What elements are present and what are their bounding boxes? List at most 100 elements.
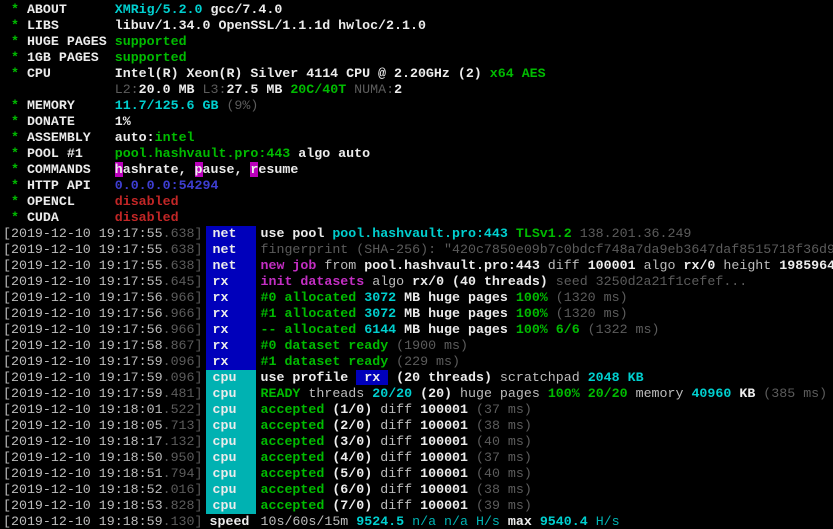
text-segment: (39 ms) <box>468 498 532 513</box>
opencl-line: * OPENCL disabled <box>3 194 833 210</box>
text-segment: [2019-12-10 19:17:59 <box>3 386 163 401</box>
text-segment: [2019-12-10 19:18:05 <box>3 418 163 433</box>
text-segment: .016] <box>162 482 203 497</box>
text-segment: (1320 ms) <box>547 290 628 305</box>
about-line: * ABOUT XMRig/5.2.0 gcc/7.4.0 <box>3 2 833 18</box>
text-segment: memory <box>627 386 692 401</box>
text-segment: libuv/1.34.0 OpenSSL/1.1.1d hwloc/2.1.0 <box>114 18 426 33</box>
log-use-pool: [2019-12-10 19:17:55.638] net use pool poo… <box>3 226 833 242</box>
text-segment: L2: <box>114 82 139 97</box>
text-segment: READY <box>260 386 301 401</box>
text-segment: accepted <box>260 466 325 481</box>
text-segment <box>3 82 115 97</box>
log-alloc-total: [2019-12-10 19:17:56.966] rx -- allocated … <box>3 322 833 338</box>
donate-line: * DONATE 1% <box>3 114 833 130</box>
text-segment: [2019-12-10 19:17:55 <box>3 258 163 273</box>
log-accepted-2: [2019-12-10 19:18:05.713] cpu accepted (2/… <box>3 418 833 434</box>
text-segment: #0 allocated <box>260 290 365 305</box>
text-segment: (9%) <box>226 98 259 113</box>
log-tag: cpu <box>205 482 256 498</box>
text-segment: diff <box>372 418 421 433</box>
text-segment: ABOUT <box>26 2 115 17</box>
text-segment: .638] <box>162 242 203 257</box>
log-accepted-6: [2019-12-10 19:18:52.016] cpu accepted (6/… <box>3 482 833 498</box>
text-segment: [2019-12-10 19:18:59 <box>3 514 163 529</box>
log-tag: cpu <box>205 418 256 434</box>
log-tag: cpu <box>205 434 256 450</box>
text-segment: * <box>3 162 27 177</box>
text-segment: fingerprint (SHA-256): "420c7850e09b7c0b… <box>260 242 833 257</box>
text-segment: [2019-12-10 19:17:55 <box>3 274 163 289</box>
text-segment: (40 ms) <box>468 434 532 449</box>
log-tag: rx <box>205 338 256 354</box>
text-segment: .132] <box>162 434 203 449</box>
text-segment: x64 AES <box>489 66 546 81</box>
log-tag: net <box>205 258 256 274</box>
text-segment: TLSv1.2 <box>515 226 580 241</box>
text-segment: disabled <box>114 210 179 225</box>
log-accepted-4: [2019-12-10 19:18:50.950] cpu accepted (4/… <box>3 450 833 466</box>
text-segment: XMRig/5.2.0 <box>114 2 203 17</box>
text-segment: accepted <box>260 450 325 465</box>
assembly-line: * ASSEMBLY auto:intel <box>3 130 833 146</box>
text-segment: diff <box>372 450 421 465</box>
text-segment: (2/0) <box>324 418 373 433</box>
text-segment: -- allocated <box>260 322 365 337</box>
text-segment: * <box>3 146 27 161</box>
huge-pages-line: * HUGE PAGES supported <box>3 34 833 50</box>
text-segment: .638] <box>162 258 203 273</box>
text-segment: accepted <box>260 498 325 513</box>
text-segment: (1900 ms) <box>388 338 468 353</box>
log-alloc-1: [2019-12-10 19:17:56.966] rx #1 allocated … <box>3 306 833 322</box>
log-tag: rx <box>205 354 256 370</box>
text-segment: OPENCL <box>26 194 115 209</box>
text-segment: [2019-12-10 19:17:59 <box>3 370 163 385</box>
text-segment: MB huge pages <box>404 290 516 305</box>
text-segment: pool.hashvault.pro:443 <box>332 226 516 241</box>
text-segment: use pool <box>260 226 333 241</box>
log-tag: cpu <box>205 498 256 514</box>
text-segment: * <box>3 114 27 129</box>
text-segment: 10s/60s/15m <box>260 514 357 529</box>
text-segment: 100% <box>515 290 548 305</box>
text-segment: algo auto <box>290 146 371 161</box>
log-init-datasets: [2019-12-10 19:17:55.645] rx init datasets… <box>3 274 833 290</box>
text-segment: 2 <box>394 82 403 97</box>
text-segment: .130] <box>162 514 203 529</box>
log-tag: rx <box>205 274 256 290</box>
text-segment: diff <box>372 466 421 481</box>
log-alloc-0: [2019-12-10 19:17:56.966] rx #0 allocated … <box>3 290 833 306</box>
text-segment: [2019-12-10 19:18:52 <box>3 482 163 497</box>
text-segment: 100% <box>515 306 548 321</box>
text-segment: CPU <box>26 66 115 81</box>
text-segment: (38 ms) <box>468 482 532 497</box>
text-segment: .966] <box>162 306 203 321</box>
text-segment: 100001 <box>420 482 469 497</box>
text-segment: COMMANDS <box>26 162 115 177</box>
text-segment: accepted <box>260 402 325 417</box>
text-segment: * <box>3 66 27 81</box>
text-segment: (37 ms) <box>468 450 532 465</box>
text-segment: (37 ms) <box>468 402 532 417</box>
text-segment: .522] <box>162 402 203 417</box>
text-segment: 100001 <box>420 450 469 465</box>
text-segment: (1320 ms) <box>547 306 628 321</box>
text-segment: .638] <box>162 226 203 241</box>
text-segment: [2019-12-10 19:17:56 <box>3 306 163 321</box>
text-segment: * <box>3 50 27 65</box>
text-segment: .096] <box>162 370 203 385</box>
text-segment: * <box>3 178 27 193</box>
libs-line: * LIBS libuv/1.34.0 OpenSSL/1.1.1d hwloc… <box>3 18 833 34</box>
text-segment: .481] <box>162 386 203 401</box>
text-segment: (4/0) <box>324 450 373 465</box>
text-segment: (3/0) <box>324 434 373 449</box>
text-segment: disabled <box>114 194 179 209</box>
text-segment: algo <box>635 258 684 273</box>
text-segment: h <box>114 162 123 177</box>
text-segment: [2019-12-10 19:18:53 <box>3 498 163 513</box>
text-segment: (38 ms) <box>468 418 532 433</box>
text-segment: [2019-12-10 19:18:50 <box>3 450 163 465</box>
text-segment: * <box>3 130 27 145</box>
cpu-cache-line: L2:20.0 MB L3:27.5 MB 20C/40T NUMA:2 <box>3 82 833 98</box>
